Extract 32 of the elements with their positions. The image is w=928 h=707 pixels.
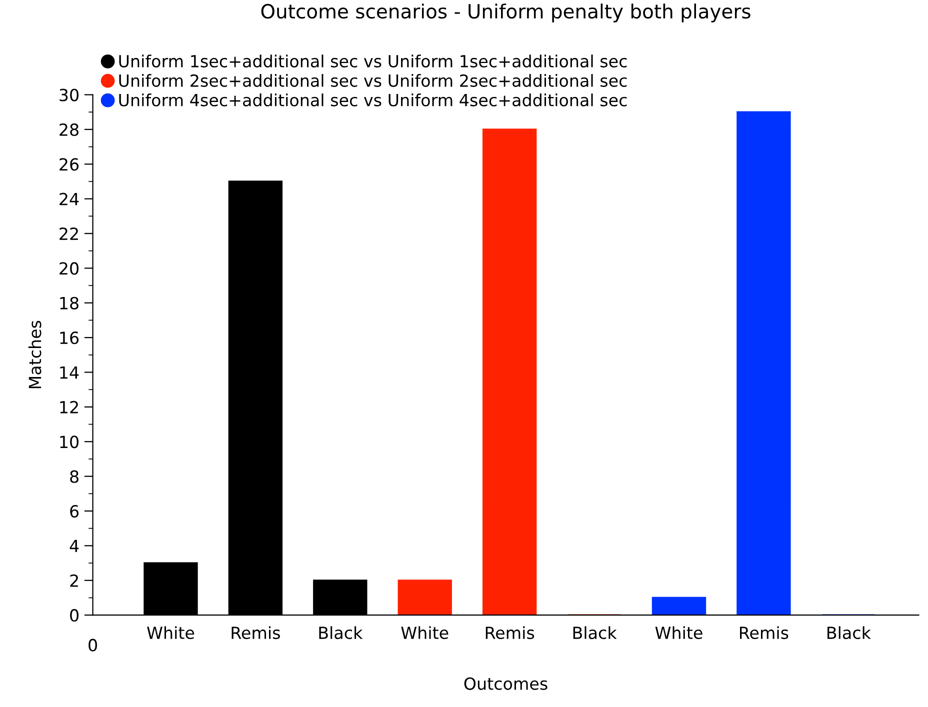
y-tick-label: 22 bbox=[60, 227, 78, 240]
y-tick-label: 16 bbox=[60, 332, 79, 344]
x-tick-label: White bbox=[401, 626, 448, 640]
y-tick-label: 12 bbox=[60, 400, 78, 414]
text: 0 bbox=[88, 638, 97, 652]
x-tick-label: Remis bbox=[232, 626, 280, 640]
y-tick-label: 24 bbox=[60, 192, 79, 206]
legend-label: Uniform 4sec+additional sec vs Uniform 4sec+additional sec bbox=[119, 94, 627, 106]
x-tick-label: Black bbox=[319, 626, 363, 640]
y-tick-label: 2 bbox=[70, 574, 78, 587]
x-tick-label: Black bbox=[828, 626, 871, 640]
x-tick-label: Remis bbox=[740, 626, 788, 640]
y-tick-label: 18 bbox=[60, 296, 78, 310]
x-tick-label: White bbox=[147, 626, 194, 640]
y-axis-title: Matches bbox=[28, 320, 42, 388]
y-tick-label: 20 bbox=[60, 262, 78, 275]
x-tick-label: White bbox=[655, 626, 702, 640]
chart-title: Outcome scenarios - Uniform penalty both players bbox=[261, 4, 750, 22]
y-tick-label: 30 bbox=[60, 88, 78, 102]
y-tick-label: 28 bbox=[60, 123, 78, 136]
x-tick-label: Remis bbox=[486, 626, 534, 640]
y-tick-label: 14 bbox=[60, 366, 79, 379]
y-tick-label: 8 bbox=[70, 470, 78, 483]
x-tick-label: Black bbox=[573, 626, 617, 640]
y-tick-label: 26 bbox=[60, 158, 79, 171]
y-tick-label: 10 bbox=[60, 436, 78, 448]
legend-label: Uniform 2sec+additional sec vs Uniform 2sec+additional sec bbox=[119, 74, 627, 87]
legend-label: Uniform 1sec+additional sec vs Uniform 1sec+additional sec bbox=[119, 54, 627, 68]
y-tick-label: 0 bbox=[70, 609, 78, 622]
x-axis-title: Outcomes bbox=[464, 677, 548, 690]
y-tick-label: 6 bbox=[70, 504, 79, 518]
y-tick-label: 4 bbox=[70, 540, 79, 552]
